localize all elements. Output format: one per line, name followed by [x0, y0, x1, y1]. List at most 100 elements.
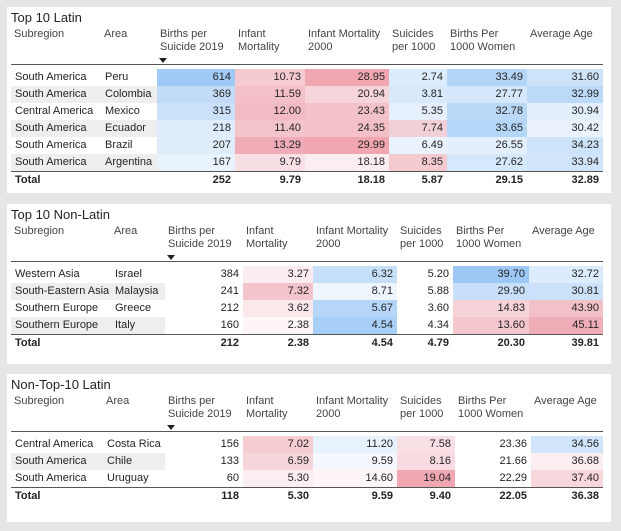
column-header-area[interactable]: Area	[101, 28, 157, 65]
cell-births-per-suicide: 384	[165, 265, 243, 283]
cell-infant-mortality-2000: 29.99	[305, 136, 389, 154]
cell-area: Greece	[111, 299, 165, 317]
column-header-average-age[interactable]: Average Age	[527, 28, 603, 65]
cell-area: Italy	[111, 316, 165, 334]
column-header-infant-mortality-2000[interactable]: Infant Mortality 2000	[313, 395, 397, 432]
cell-infant-mortality-2000: 6.32	[313, 265, 397, 283]
cell-births-per-suicide: 207	[157, 136, 235, 154]
column-header-subregion[interactable]: Subregion	[11, 395, 103, 432]
table-row[interactable]: South America Chile 133 6.59 9.59 8.16 2…	[11, 452, 603, 470]
table-row[interactable]: Central America Mexico 315 12.00 23.43 5…	[11, 102, 603, 120]
table-row[interactable]: South America Argentina 167 9.79 18.18 8…	[11, 153, 603, 171]
cell-infant-mortality: 5.30	[243, 469, 313, 487]
cell-average-age: 37.40	[531, 469, 603, 487]
total-row: Total 212 2.38 4.54 4.79 20.30 39.81	[11, 333, 603, 353]
total-births: 20.30	[453, 333, 529, 353]
column-header-suicides[interactable]: Suicides per 1000	[389, 28, 447, 65]
cell-subregion: South America	[11, 469, 103, 487]
column-header-subregion[interactable]: Subregion	[11, 225, 111, 262]
column-header-births[interactable]: Births Per 1000 Women	[447, 28, 527, 65]
cell-suicides: 7.58	[397, 435, 455, 453]
cell-infant-mortality: 9.79	[235, 153, 305, 171]
panel-non-top-10-latin: Non-Top-10 Latin Subregion Area Births p…	[7, 374, 611, 522]
cell-infant-mortality-2000: 18.18	[305, 153, 389, 171]
cell-area: Ecuador	[101, 119, 157, 137]
column-header-births[interactable]: Births Per 1000 Women	[453, 225, 529, 262]
cell-births: 21.66	[455, 452, 531, 470]
cell-infant-mortality: 2.38	[243, 316, 313, 334]
total-suicides: 9.40	[397, 486, 455, 506]
total-births-per-suicide: 252	[157, 170, 235, 190]
table-row[interactable]: Southern Europe Italy 160 2.38 4.54 4.34…	[11, 316, 603, 334]
cell-average-age: 34.23	[527, 136, 603, 154]
column-header-suicides[interactable]: Suicides per 1000	[397, 395, 455, 432]
total-suicides: 5.87	[389, 170, 447, 190]
panel-title: Top 10 Non-Latin	[11, 207, 111, 222]
table-non-top-10-latin[interactable]: Subregion Area Births per Suicide 2019 I…	[11, 395, 603, 506]
column-header-infant-mortality-2000[interactable]: Infant Mortality 2000	[313, 225, 397, 262]
table-row[interactable]: South-Eastern Asia Malaysia 241 7.32 8.7…	[11, 282, 603, 300]
cell-births: 33.49	[447, 68, 527, 86]
total-infant-mortality-2000: 18.18	[305, 170, 389, 190]
table-row[interactable]: Western Asia Israel 384 3.27 6.32 5.20 3…	[11, 265, 603, 283]
cell-suicides: 19.04	[397, 469, 455, 487]
table-row[interactable]: South America Colombia 369 11.59 20.94 3…	[11, 85, 603, 103]
column-header-births-per-suicide[interactable]: Births per Suicide 2019	[157, 28, 235, 65]
cell-births-per-suicide: 218	[157, 119, 235, 137]
table-top-10-latin[interactable]: Subregion Area Births per Suicide 2019 I…	[11, 28, 603, 190]
cell-births-per-suicide: 315	[157, 102, 235, 120]
total-births-per-suicide: 118	[165, 486, 243, 506]
cell-subregion: Central America	[11, 435, 103, 453]
column-header-average-age[interactable]: Average Age	[531, 395, 603, 432]
table-top-10-non-latin[interactable]: Subregion Area Births per Suicide 2019 I…	[11, 225, 603, 353]
column-header-average-age[interactable]: Average Age	[529, 225, 603, 262]
cell-births-per-suicide: 614	[157, 68, 235, 86]
table-row[interactable]: South America Brazil 207 13.29 29.99 6.4…	[11, 136, 603, 154]
cell-subregion: Southern Europe	[11, 316, 111, 334]
total-births-per-suicide: 212	[165, 333, 243, 353]
cell-area	[111, 333, 165, 353]
cell-births: 39.70	[453, 265, 529, 283]
cell-subregion: South America	[11, 68, 101, 86]
cell-area: Colombia	[101, 85, 157, 103]
cell-suicides: 5.20	[397, 265, 453, 283]
cell-infant-mortality: 3.27	[243, 265, 313, 283]
total-row: Total 252 9.79 18.18 5.87 29.15 32.89	[11, 170, 603, 190]
cell-births-per-suicide: 212	[165, 299, 243, 317]
cell-subregion: South-Eastern Asia	[11, 282, 111, 300]
table-row[interactable]: Central America Costa Rica 156 7.02 11.2…	[11, 435, 603, 453]
column-header-births-per-suicide[interactable]: Births per Suicide 2019	[165, 225, 243, 262]
cell-area: Brazil	[101, 136, 157, 154]
column-header-births-per-suicide[interactable]: Births per Suicide 2019	[165, 395, 243, 432]
column-header-subregion[interactable]: Subregion	[11, 28, 101, 65]
column-header-area[interactable]: Area	[111, 225, 165, 262]
total-average-age: 36.38	[531, 486, 603, 506]
column-header-area[interactable]: Area	[103, 395, 165, 432]
table-row[interactable]: South America Peru 614 10.73 28.95 2.74 …	[11, 68, 603, 86]
cell-births-per-suicide: 241	[165, 282, 243, 300]
cell-subregion: Western Asia	[11, 265, 111, 283]
table-row[interactable]: Southern Europe Greece 212 3.62 5.67 3.6…	[11, 299, 603, 317]
total-average-age: 32.89	[527, 170, 603, 190]
column-header-infant-mortality[interactable]: Infant Mortality	[235, 28, 305, 65]
column-header-births[interactable]: Births Per 1000 Women	[455, 395, 531, 432]
column-header-infant-mortality[interactable]: Infant Mortality	[243, 225, 313, 262]
cell-infant-mortality: 11.40	[235, 119, 305, 137]
table-row[interactable]: South America Uruguay 60 5.30 14.60 19.0…	[11, 469, 603, 487]
table-row[interactable]: South America Ecuador 218 11.40 24.35 7.…	[11, 119, 603, 137]
cell-births-per-suicide: 60	[165, 469, 243, 487]
cell-infant-mortality: 11.59	[235, 85, 305, 103]
cell-subregion: South America	[11, 85, 101, 103]
table-body: South America Peru 614 10.73 28.95 2.74 …	[11, 64, 603, 190]
table-body: Western Asia Israel 384 3.27 6.32 5.20 3…	[11, 261, 603, 353]
cell-average-age: 30.81	[529, 282, 603, 300]
column-header-infant-mortality-2000[interactable]: Infant Mortality 2000	[305, 28, 389, 65]
cell-average-age: 43.90	[529, 299, 603, 317]
cell-subregion: South America	[11, 136, 101, 154]
panel-top-10-non-latin: Top 10 Non-Latin Subregion Area Births p…	[7, 204, 611, 364]
total-label: Total	[11, 486, 103, 506]
column-header-suicides[interactable]: Suicides per 1000	[397, 225, 453, 262]
cell-area: Argentina	[101, 153, 157, 171]
column-header-infant-mortality[interactable]: Infant Mortality	[243, 395, 313, 432]
cell-suicides: 6.49	[389, 136, 447, 154]
